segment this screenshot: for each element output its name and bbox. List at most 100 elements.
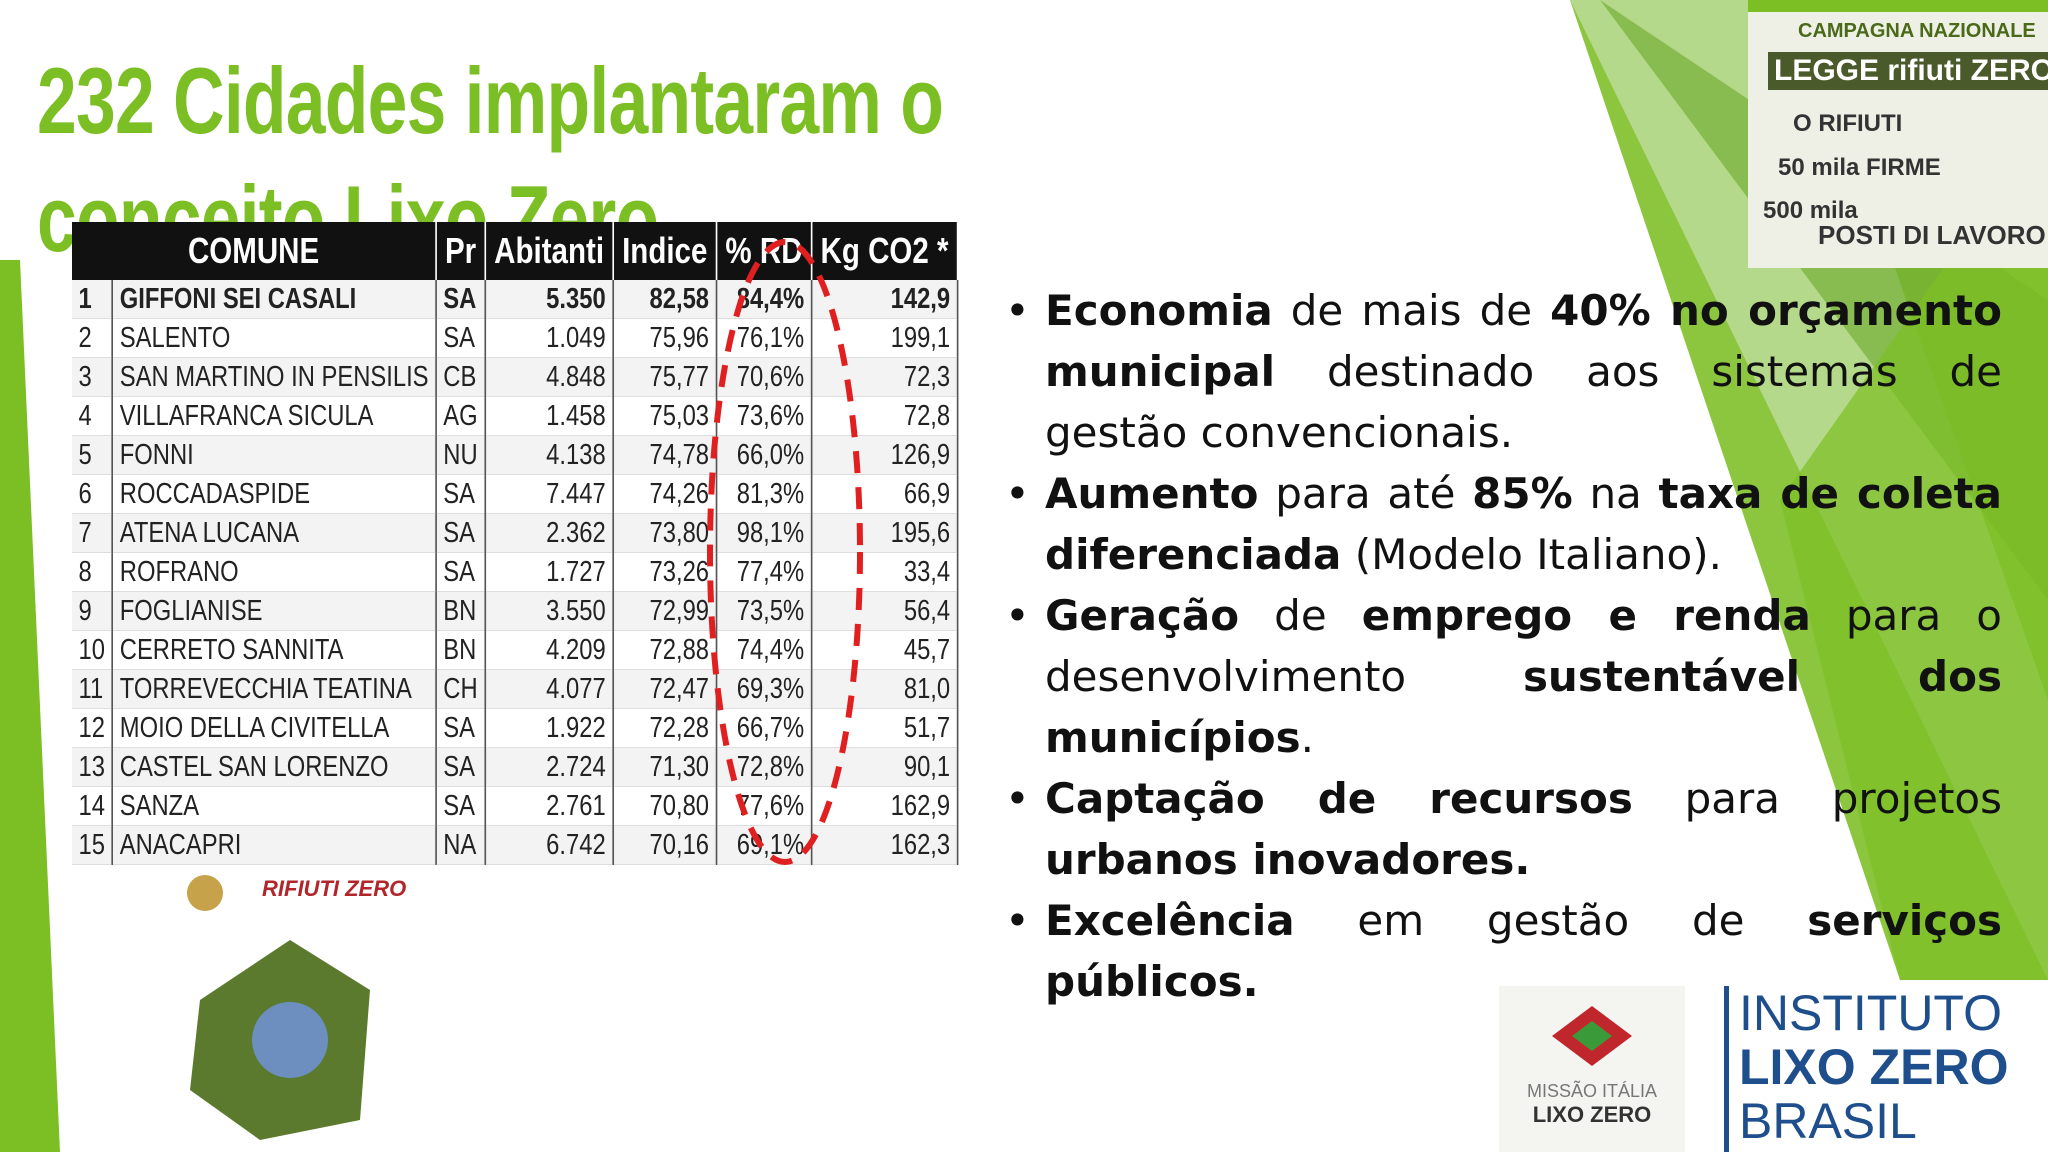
table-header: Kg CO2 * [811,222,959,280]
table-cell: 72,99 [613,591,718,631]
logo-text: CAMPAGNA NAZIONALE [1798,20,2036,42]
table-cell: 162,9 [811,786,959,826]
comune-table: COMUNE Pr Abitanti Indice% RD Kg CO2 * 1 GIFFO… [72,222,959,865]
logo-text: LEGGE rifiuti ZERO [1768,52,2048,90]
table-cell: 1.727 [485,552,614,592]
table-cell: 73,80 [613,513,718,553]
table-cell: 3.550 [485,591,614,631]
table-cell: 4.077 [485,669,614,709]
table-header: Pr [435,222,486,280]
table-cell: SA [435,513,486,553]
table-row: 8 ROFRANO SA 1.727 73,26 77,4% 33,4 [72,552,959,592]
table-cell: SANZA [112,786,437,826]
table-row: 2 SALENTO SA 1.049 75,96 76,1% 199,1 [72,318,959,358]
table-cell: ATENA LUCANA [112,513,437,553]
table-cell: 66,0% [716,435,813,475]
table-cell: 8 [72,552,114,592]
bullet-text: destinado aos sistemas de gestão convenc… [1045,347,2002,457]
bullet-text: serviços públicos. [1045,896,2002,1006]
table-cell: 74,78 [613,435,718,475]
table-cell: 1.922 [485,708,614,748]
bullet-text: para projetos [1632,774,2002,823]
table-row: 15 ANACAPRI NA 6.742 70,16 69,1% 162,3 [72,825,959,865]
table-cell: BN [435,630,486,670]
table-cell: CASTEL SAN LORENZO [112,747,437,787]
table-cell: SA [435,747,486,787]
table-row: 5 FONNI NU 4.138 74,78 66,0% 126,9 [72,435,959,475]
table-cell: 5.350 [485,280,614,319]
bullet-text: Excelência [1045,896,1295,945]
logo-text: LIXO ZERO [1532,1102,1652,1127]
table-cell: 33,4 [811,552,959,592]
bullet-text: sustentável dos municípios [1045,652,2002,762]
table-cell: 45,7 [811,630,959,670]
table-cell: 15 [72,825,114,865]
bullet-text: Captação de recursos [1045,774,1633,823]
bullet-item: Excelência em gestão de serviços público… [1005,890,2002,1012]
table-row: 9 FOGLIANISE BN 3.550 72,99 73,5% 56,4 [72,591,959,631]
table-cell: 5 [72,435,114,475]
table-cell: 4.848 [485,357,614,397]
table-cell: 12 [72,708,114,748]
table-cell: 74,26 [613,474,718,514]
table-cell: 81,3% [716,474,813,514]
table-cell: 75,03 [613,396,718,436]
bullet-text: de [1239,591,1362,640]
table-cell: 1 [72,280,114,319]
table-cell: 72,3 [811,357,959,397]
logo-text: MISSÃO ITÁLIA [1526,1081,1658,1101]
table-cell: 10 [72,630,114,670]
bullet-text: Geração [1045,591,1240,640]
table-cell: 13 [72,747,114,787]
table-cell: SA [435,318,486,358]
table-cell: 11 [72,669,114,709]
table-cell: 69,1% [716,825,813,865]
table-cell: 9 [72,591,114,631]
bullet-item: Economia de mais de 40% no orçamento mun… [1005,280,2002,463]
table-cell: 75,77 [613,357,718,397]
table-cell: ROFRANO [112,552,437,592]
bullet-text: Economia [1045,286,1273,335]
table-cell: 2 [72,318,114,358]
table-header: Indice [613,222,718,280]
table-cell: ROCCADASPIDE [112,474,437,514]
table-cell: TORREVECCHIA TEATINA [112,669,437,709]
table-cell: 70,6% [716,357,813,397]
table-cell: 2.362 [485,513,614,553]
bullet-text: Aumento [1045,469,1259,518]
table-cell: SA [435,474,486,514]
table-cell: BN [435,591,486,631]
table-cell: CH [435,669,486,709]
table-cell: 1.458 [485,396,614,436]
table-cell: NA [435,825,486,865]
table-cell: CERRETO SANNITA [112,630,437,670]
table-row: 12 MOIO DELLA CIVITELLA SA 1.922 72,28 66,7% 5… [72,708,959,748]
table-cell: 72,47 [613,669,718,709]
table-row: 4 VILLAFRANCA SICULA AG 1.458 75,03 73,6% 72,8 [72,396,959,436]
table-cell: 142,9 [811,280,959,319]
table-cell: ANACAPRI [112,825,437,865]
table-cell: 51,7 [811,708,959,748]
logo-text: 50 mila FIRME [1778,154,1941,181]
bullet-text: na [1572,469,1659,518]
table-cell: 4.138 [485,435,614,475]
table-header: Abitanti [485,222,614,280]
table-cell: 4.209 [485,630,614,670]
table-cell: 2.724 [485,747,614,787]
rifiuti-logo: RIFIUTI ZERO [262,876,407,901]
table-cell: AG [435,396,486,436]
bullet-item: Geração de emprego e renda para o desenv… [1005,585,2002,768]
table-cell: 6.742 [485,825,614,865]
table-header: % RD [716,222,813,280]
bullet-text: emprego e renda [1361,591,1811,640]
table-cell: 77,4% [716,552,813,592]
table-cell: FONNI [112,435,437,475]
table-cell: 84,4% [716,280,813,319]
table-cell: 69,3% [716,669,813,709]
bullet-text: de mais de [1272,286,1551,335]
bullet-list: Economia de mais de 40% no orçamento mun… [1005,280,2002,1012]
table-row: 1 GIFFONI SEI CASALI SA 5.350 82,58 84,4% 142,… [72,280,959,319]
bullet-text: . [1300,713,1314,762]
missao-icon [1552,1006,1632,1066]
